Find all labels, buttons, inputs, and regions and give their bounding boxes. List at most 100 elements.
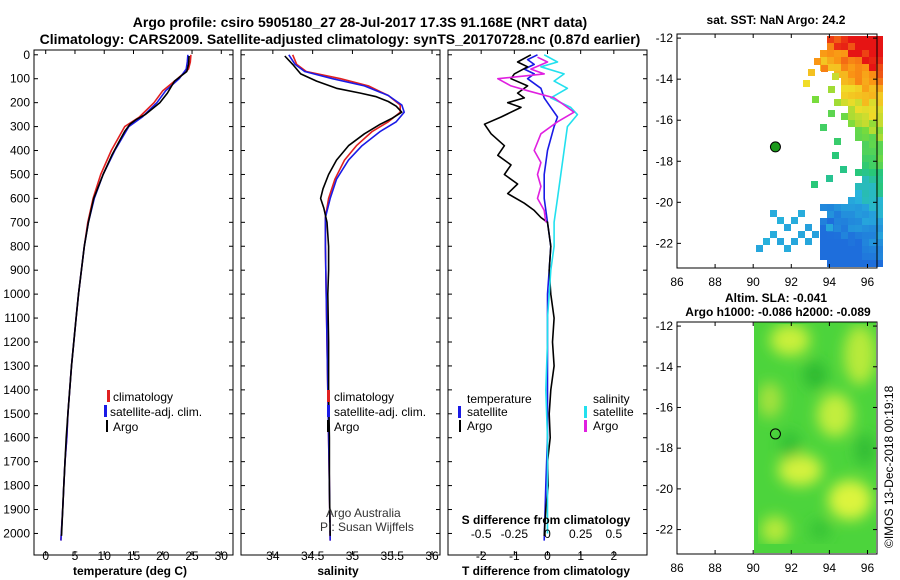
sst-cell (827, 211, 834, 218)
sst-cell (876, 239, 883, 246)
sst-argo-location-marker (769, 141, 781, 153)
sst-cell (869, 120, 876, 127)
sst-cell (834, 43, 841, 50)
sst-cell (848, 120, 855, 127)
sst-cell (820, 232, 827, 239)
sst-cell (869, 211, 876, 218)
depth-tick-label: 700 (10, 215, 30, 229)
sst-cell (841, 239, 848, 246)
depth-tick-label: 1700 (3, 455, 30, 469)
depth-tick-label: 0 (23, 48, 30, 62)
sst-cell (855, 211, 862, 218)
sst-cell (862, 113, 869, 120)
sst-cell (848, 71, 855, 78)
sst-cell (841, 85, 848, 92)
sst-cell (869, 204, 876, 211)
sst-cell (855, 85, 862, 92)
sst-cell (841, 57, 848, 64)
sst-cell (834, 64, 841, 71)
sst-cell (869, 190, 876, 197)
sst-cell (862, 120, 869, 127)
sst-cell (855, 127, 862, 134)
sst-cell (876, 253, 883, 260)
x-tick-label: 35 (346, 549, 360, 563)
depth-tick-label: 1100 (4, 311, 30, 325)
map-y-tick-label: -20 (656, 195, 674, 209)
sst-cell (834, 50, 841, 57)
map-y-tick-label: -18 (656, 441, 674, 455)
x-tick-label: 0 (544, 549, 551, 563)
top-x-tick-label: -0.5 (471, 527, 492, 541)
sst-cell (770, 231, 777, 238)
difference-top-x-ticks: -0.5 -0.25 0 0.25 0.5 (471, 527, 623, 541)
sst-cell (834, 246, 841, 253)
sst-cell (827, 260, 834, 267)
sst-cell (876, 246, 883, 253)
sst-cell (834, 239, 841, 246)
sst-cell (848, 260, 855, 267)
depth-tick-label: 1300 (3, 359, 30, 373)
tick-marks (34, 50, 647, 555)
temperature-x-label: temperature (deg C) (73, 564, 187, 578)
top-x-tick-label: -0.25 (501, 527, 529, 541)
sst-cell (848, 78, 855, 85)
altimetry-map-title-1: Altim. SLA: -0.041 (725, 291, 827, 305)
sst-cell (841, 92, 848, 99)
sst-cell (855, 57, 862, 64)
sst-cell (862, 148, 869, 155)
sst-cell (862, 176, 869, 183)
sst-cell (869, 127, 876, 134)
sst-cell (855, 113, 862, 120)
sst-cell (805, 224, 812, 231)
sst-cell (827, 253, 834, 260)
legend-swatch-argo (327, 420, 329, 432)
sst-cell (876, 141, 883, 148)
salinity-plot-frame (240, 49, 441, 556)
depth-axis: 0 100 200 300 400 500 600 700 800 900 1000 1100 1200… (3, 48, 30, 541)
sst-cell (876, 225, 883, 232)
sst-cell (827, 204, 834, 211)
legend-label-temp-satellite: satellite (467, 405, 508, 419)
sst-cell (869, 85, 876, 92)
x-tick-label: 0 (42, 549, 49, 563)
map-y-tick-label: -12 (656, 319, 674, 333)
sst-cell (876, 183, 883, 190)
sst-cell (869, 148, 876, 155)
map-x-tick-label: 90 (747, 561, 761, 575)
sst-cell (821, 65, 828, 72)
difference-x-label: T difference from climatology (462, 564, 630, 578)
sst-cell (862, 211, 869, 218)
sst-cell (862, 204, 869, 211)
sst-cell (876, 43, 883, 50)
sst-cell (841, 99, 848, 106)
sst-cell (855, 225, 862, 232)
sst-cell (834, 57, 841, 64)
sst-cell (841, 232, 848, 239)
x-tick-label: 30 (215, 549, 229, 563)
sst-cell (862, 36, 869, 43)
altimetry-map-field (754, 322, 876, 553)
sst-cell (862, 78, 869, 85)
title-line-1: Argo profile: csiro 5905180_27 28-Jul-20… (133, 14, 587, 30)
sst-cell (763, 238, 770, 245)
sst-cell (876, 57, 883, 64)
x-tick-label: 10 (98, 549, 112, 563)
sst-cell (869, 253, 876, 260)
sst-cell (828, 110, 835, 117)
map-y-tick-label: -22 (656, 236, 674, 250)
sst-cell (834, 253, 841, 260)
legend-label-argo: Argo (334, 420, 360, 434)
sst-cell (869, 155, 876, 162)
top-x-tick-label: 0.5 (605, 527, 622, 541)
map-x-tick-label: 92 (785, 561, 799, 575)
sst-cell (869, 50, 876, 57)
sst-cell (876, 99, 883, 106)
legend-swatch-satellite (327, 405, 330, 417)
depth-tick-label: 1400 (3, 383, 30, 397)
depth-tick-label: 1800 (3, 479, 30, 493)
sst-cell (876, 71, 883, 78)
sst-cell (848, 239, 855, 246)
x-tick-label: 1 (577, 549, 584, 563)
sst-cell (855, 246, 862, 253)
